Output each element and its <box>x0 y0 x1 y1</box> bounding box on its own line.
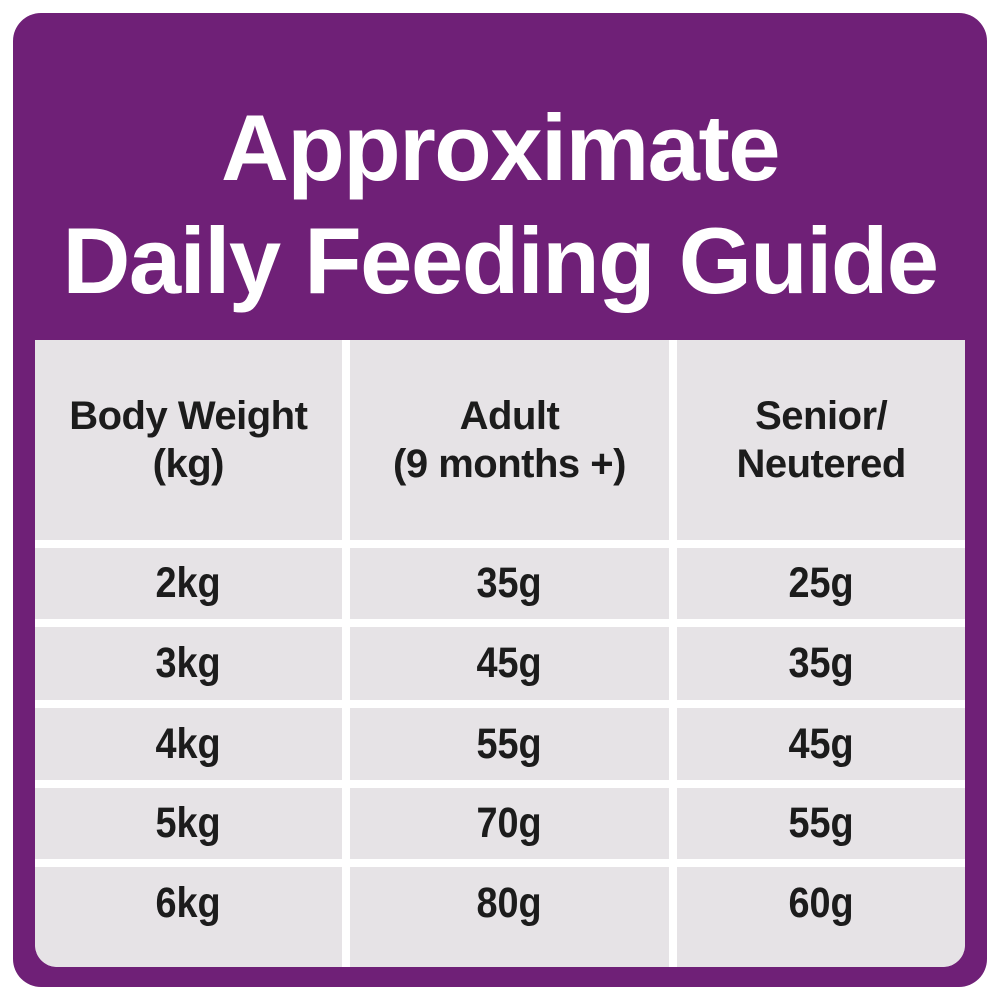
adult-amount-value: 80g <box>476 878 543 927</box>
body-weight-cell: 2kg <box>35 548 342 619</box>
body-weight-value: 6kg <box>155 878 221 927</box>
adult-amount-cell: 70g <box>349 788 670 859</box>
adult-amount-value: 45g <box>476 639 543 687</box>
feeding-guide-card: Approximate Daily Feeding Guide Body Wei… <box>13 13 987 987</box>
column-header-line: (kg) <box>152 442 225 486</box>
adult-amount-cell: 80g <box>349 867 670 967</box>
senior-amount-cell: 25g <box>677 548 965 619</box>
title-line-2: Daily Feeding Guide <box>62 207 939 313</box>
column-header-body-weight: Body Weight (kg) <box>35 340 342 540</box>
body-weight-value: 4kg <box>155 719 221 768</box>
adult-amount-cell: 45g <box>349 627 670 700</box>
senior-amount-value: 25g <box>788 559 854 607</box>
senior-amount-cell: 45g <box>677 708 965 780</box>
column-header-adult: Adult (9 months +) <box>349 340 670 540</box>
body-weight-cell: 4kg <box>35 708 342 780</box>
feeding-table: Body Weight (kg) Adult (9 months +) Seni… <box>35 340 965 967</box>
card-title: Approximate Daily Feeding Guide <box>13 13 987 340</box>
body-weight-value: 2kg <box>155 559 221 607</box>
column-header-line: (9 months +) <box>393 442 626 486</box>
adult-amount-cell: 35g <box>349 548 670 619</box>
adult-amount-value: 55g <box>476 719 543 768</box>
column-header-line: Adult <box>459 394 560 438</box>
column-header-line: Neutered <box>736 442 906 486</box>
body-weight-value: 3kg <box>155 639 221 687</box>
body-weight-cell: 6kg <box>35 867 342 967</box>
title-line-1: Approximate <box>220 94 781 200</box>
adult-amount-value: 70g <box>476 799 543 847</box>
adult-amount-cell: 55g <box>349 708 670 780</box>
senior-amount-cell: 60g <box>677 867 965 967</box>
adult-amount-value: 35g <box>476 559 543 607</box>
senior-amount-value: 55g <box>788 799 854 847</box>
senior-amount-value: 60g <box>788 878 854 927</box>
senior-amount-value: 35g <box>788 639 854 687</box>
body-weight-value: 5kg <box>155 799 221 847</box>
senior-amount-value: 45g <box>788 719 854 768</box>
column-header-senior-neutered: Senior/ Neutered <box>677 340 965 540</box>
senior-amount-cell: 35g <box>677 627 965 700</box>
senior-amount-cell: 55g <box>677 788 965 859</box>
body-weight-cell: 3kg <box>35 627 342 700</box>
body-weight-cell: 5kg <box>35 788 342 859</box>
column-header-line: Body Weight <box>69 394 308 438</box>
column-header-line: Senior/ <box>755 394 888 438</box>
